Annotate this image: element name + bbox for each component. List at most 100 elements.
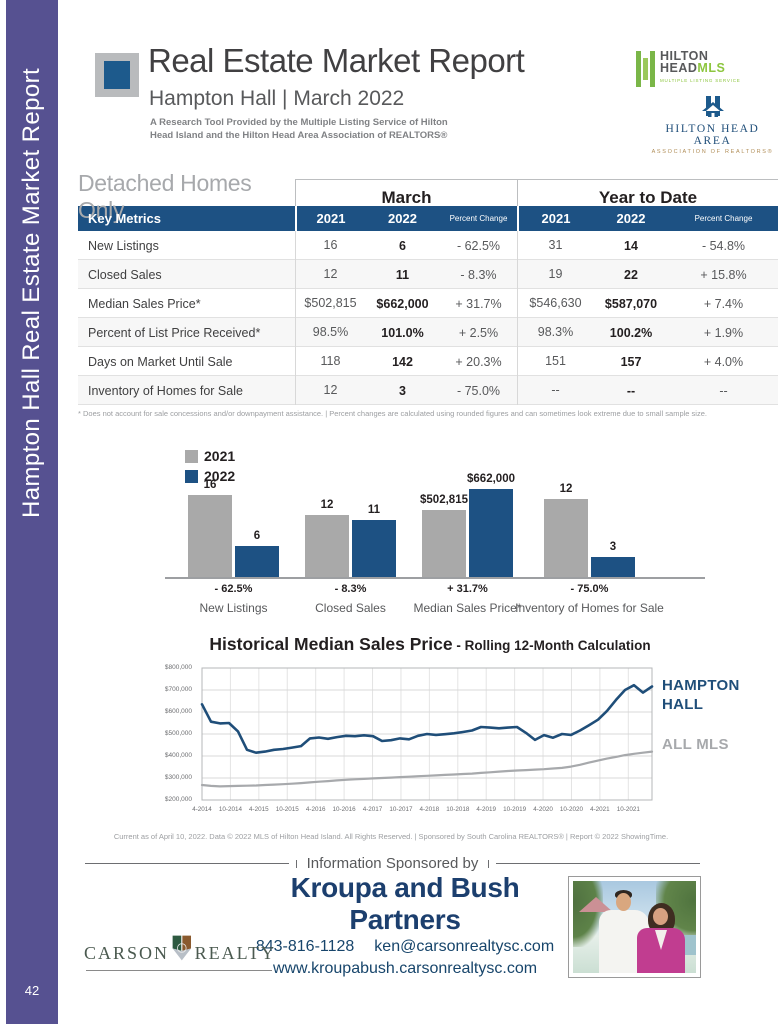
- table-footnote: * Does not account for sale concessions …: [78, 409, 707, 418]
- line-chart-title: Historical Median Sales Price - Rolling …: [209, 634, 651, 654]
- hilton-head-area-assoc-logo: HILTON HEAD AREA ASSOCIATION OF REALTORS…: [645, 94, 780, 155]
- table-row: New Listings 16 6 - 62.5% 31 14 - 54.8%: [78, 231, 778, 260]
- bar-value-label: $502,815: [420, 494, 468, 506]
- metric-value: + 15.8%: [700, 267, 747, 282]
- metric-label: Percent of List Price Received*: [88, 325, 261, 340]
- carson-word: CARSON: [84, 942, 170, 963]
- bar-2021: [544, 499, 588, 577]
- series-label-hampton-hall: HAMPTON HALL: [662, 677, 740, 713]
- metric-value: 151: [517, 347, 593, 376]
- metric-value: - 8.3%: [460, 267, 497, 282]
- metric-value: 98.3%: [517, 318, 593, 347]
- bar-value-label: 3: [609, 541, 617, 553]
- metric-value: 101.0%: [381, 325, 424, 340]
- bar-category-label: New Listings: [199, 601, 268, 615]
- table-header-row: Key Metrics 2021 2022 Percent Change 202…: [78, 206, 778, 231]
- group-header-march: March: [295, 179, 517, 215]
- phone-number[interactable]: 843-816-1128: [255, 938, 355, 955]
- metric-value: --: [517, 376, 593, 405]
- percent-change-label: - 75.0%: [570, 583, 609, 595]
- hampton-hall-line: [200, 683, 654, 754]
- percent-change-label: - 62.5%: [214, 583, 253, 595]
- bar-category-label: Inventory of Homes for Sale: [515, 601, 664, 615]
- all-mls-line: [200, 750, 654, 788]
- x-axis-tick-label: 4-2015: [249, 806, 269, 813]
- bar-2022: [591, 557, 635, 577]
- y-axis-tick-label: $500,000: [164, 730, 192, 737]
- legend-label-2022: 2022: [204, 468, 236, 484]
- metric-label: New Listings: [88, 238, 159, 253]
- x-axis-tick-label: 10-2015: [275, 806, 299, 813]
- metric-value: 31: [517, 231, 593, 260]
- legend-label-2021: 2021: [204, 448, 236, 464]
- metric-value: --: [719, 383, 728, 398]
- metric-label: Closed Sales: [88, 267, 162, 282]
- title-bullet-icon: [95, 53, 139, 97]
- bar-value-label: $662,000: [467, 473, 515, 485]
- bar-value-label: 6: [253, 530, 261, 542]
- contact-line: 843-816-1128 ken@carsonrealtysc.com: [225, 938, 585, 956]
- sponsor-name: Kroupa and Bush Partners: [290, 872, 520, 935]
- bar-value-label: 12: [320, 499, 334, 511]
- website-link[interactable]: www.kroupabush.carsonrealtysc.com: [272, 960, 538, 977]
- metric-value: $662,000: [376, 296, 429, 311]
- metric-label: Days on Market Until Sale: [88, 354, 233, 369]
- line-chart-plot: [200, 667, 654, 801]
- metric-value: 11: [395, 267, 410, 282]
- sponsored-by-label: Information Sponsored by: [306, 855, 479, 872]
- source-line: Current as of April 10, 2022. Data © 202…: [113, 832, 669, 841]
- metric-value: $502,815: [295, 289, 365, 318]
- bar-value-label: 12: [559, 483, 573, 495]
- shield-icon: [172, 935, 192, 961]
- table-row: Median Sales Price* $502,815 $662,000 + 31.…: [78, 289, 778, 318]
- x-axis-tick-label: 4-2016: [305, 806, 326, 813]
- hilton-head-mls-logo: HILTON HEADMLS MULTIPLE LISTING SERVICE: [636, 50, 741, 88]
- metric-label: Median Sales Price*: [88, 296, 201, 311]
- x-axis-tick-label: 10-2020: [559, 806, 584, 813]
- bar-2021: [188, 495, 232, 577]
- y-axis-tick-label: $700,000: [164, 686, 192, 693]
- metric-value: $546,630: [517, 289, 593, 318]
- metric-value: 100.2%: [609, 325, 653, 340]
- metric-value: 142: [392, 354, 413, 369]
- sponsored-by-divider: Information Sponsored by: [85, 855, 700, 872]
- bar-chart-axis: [165, 577, 705, 579]
- metric-value: 118: [295, 347, 365, 376]
- metric-value: + 4.0%: [703, 354, 744, 369]
- x-axis-tick-label: 4-2019: [476, 806, 496, 813]
- y-axis-tick-label: $400,000: [164, 752, 192, 759]
- x-axis-tick-label: 4-2021: [590, 806, 610, 813]
- agents-photo-frame: [568, 876, 701, 978]
- x-axis-tick-label: 4-2020: [533, 806, 553, 813]
- legend-swatch-2021: [185, 449, 198, 463]
- metric-value: - 54.8%: [701, 238, 746, 253]
- bar-2021: [305, 515, 349, 577]
- metric-value: + 1.9%: [703, 325, 744, 340]
- table-row: Closed Sales 12 11 - 8.3% 19 22 + 15.8%: [78, 260, 778, 289]
- metric-label: Inventory of Homes for Sale: [88, 383, 243, 398]
- metric-value: 157: [620, 354, 642, 369]
- metric-value: --: [626, 383, 636, 398]
- x-axis-tick-label: 10-2014: [218, 806, 242, 813]
- sidebar-vertical-title: Hampton Hall Real Estate Market Report: [18, 67, 45, 518]
- table-body: New Listings 16 6 - 62.5% 31 14 - 54.8% Closed …: [78, 231, 778, 405]
- group-header-ytd: Year to Date: [517, 179, 778, 215]
- y-axis-tick-label: $200,000: [164, 796, 192, 803]
- metric-value: + 2.5%: [458, 325, 499, 340]
- bar-category-label: Closed Sales: [315, 601, 386, 615]
- x-axis-tick-label: 4-2017: [362, 806, 383, 813]
- percent-change-label: - 8.3%: [334, 583, 367, 595]
- table-group-header: Detached Homes Only March Year to Date: [78, 170, 778, 223]
- table-row: Percent of List Price Received* 98.5% 101.…: [78, 318, 778, 347]
- comparison-bar-chart: 2021 2022 16 6 - 62.5% New Listings 12 11 - 8.…: [165, 440, 710, 620]
- metric-value: 12: [295, 260, 365, 289]
- x-axis-tick-label: 4-2018: [419, 806, 440, 813]
- metric-value: 19: [517, 260, 593, 289]
- email-link[interactable]: ken@carsonrealtysc.com: [374, 938, 555, 955]
- x-axis-tick-label: 10-2017: [389, 806, 413, 813]
- bar-2021: [422, 510, 466, 577]
- report-title: Real Estate Market Report: [148, 42, 525, 79]
- carson-realty-logo: CARSON REALTY: [84, 930, 276, 982]
- bar-category-label: Median Sales Price*: [413, 601, 522, 615]
- historical-line-chart: Historical Median Sales Price - Rolling …: [0, 628, 782, 833]
